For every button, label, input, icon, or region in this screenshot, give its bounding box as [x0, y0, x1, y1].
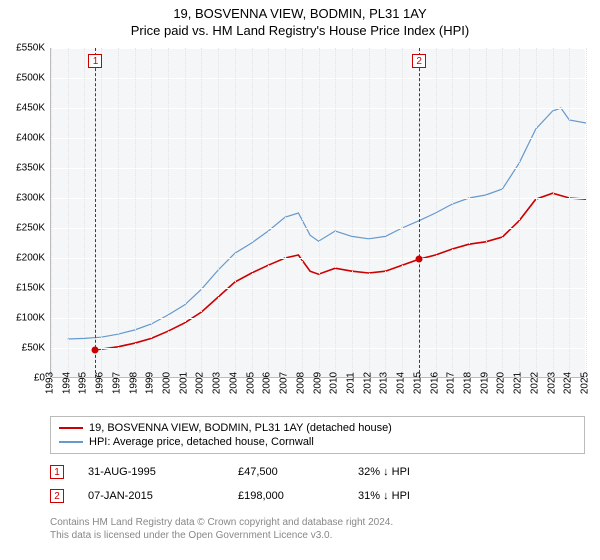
xtick-label: 2025 — [580, 372, 591, 394]
xtick-label: 2015 — [412, 372, 423, 394]
xtick-label: 2002 — [195, 372, 206, 394]
sale-row: 2 07-JAN-2015 £198,000 31% ↓ HPI — [50, 484, 585, 508]
legend-item-property: 19, BOSVENNA VIEW, BODMIN, PL31 1AY (det… — [59, 421, 576, 435]
xtick-label: 1994 — [61, 372, 72, 394]
xtick-label: 2004 — [228, 372, 239, 394]
xtick-label: 1993 — [45, 372, 56, 394]
sale-badge: 1 — [50, 465, 64, 479]
xtick-label: 2018 — [462, 372, 473, 394]
legend-label-hpi: HPI: Average price, detached house, Corn… — [89, 436, 314, 448]
xtick-label: 2014 — [396, 372, 407, 394]
xtick-label: 2009 — [312, 372, 323, 394]
ytick-label: £0 — [34, 373, 45, 384]
xtick-label: 1996 — [95, 372, 106, 394]
chart-area: 12 £0£50K£100K£150K£200K£250K£300K£350K£… — [50, 48, 585, 378]
marker-dot — [416, 256, 423, 263]
ytick-label: £250K — [16, 223, 45, 234]
ytick-label: £300K — [16, 193, 45, 204]
sales-table: 1 31-AUG-1995 £47,500 32% ↓ HPI 2 07-JAN… — [50, 460, 585, 508]
marker-line — [419, 48, 420, 378]
xtick-label: 2011 — [345, 372, 356, 394]
xtick-label: 2003 — [212, 372, 223, 394]
sale-date: 31-AUG-1995 — [88, 466, 238, 478]
xtick-label: 2008 — [295, 372, 306, 394]
ytick-label: £100K — [16, 313, 45, 324]
xtick-label: 2020 — [496, 372, 507, 394]
legend-item-hpi: HPI: Average price, detached house, Corn… — [59, 435, 576, 449]
xtick-label: 1998 — [128, 372, 139, 394]
sale-price: £198,000 — [238, 490, 358, 502]
xtick-label: 2016 — [429, 372, 440, 394]
footer-line1: Contains HM Land Registry data © Crown c… — [50, 516, 585, 529]
xtick-label: 2021 — [513, 372, 524, 394]
marker-dot — [92, 346, 99, 353]
ytick-label: £500K — [16, 73, 45, 84]
ytick-label: £550K — [16, 43, 45, 54]
xtick-label: 1999 — [145, 372, 156, 394]
legend-line-property — [59, 427, 83, 429]
chart-title: 19, BOSVENNA VIEW, BODMIN, PL31 1AY — [0, 0, 600, 21]
legend-label-property: 19, BOSVENNA VIEW, BODMIN, PL31 1AY (det… — [89, 422, 392, 434]
footer: Contains HM Land Registry data © Crown c… — [50, 516, 585, 542]
ytick-label: £200K — [16, 253, 45, 264]
xtick-label: 1995 — [78, 372, 89, 394]
legend: 19, BOSVENNA VIEW, BODMIN, PL31 1AY (det… — [50, 416, 585, 454]
xtick-label: 2023 — [546, 372, 557, 394]
ytick-label: £50K — [22, 343, 45, 354]
sale-row: 1 31-AUG-1995 £47,500 32% ↓ HPI — [50, 460, 585, 484]
legend-line-hpi — [59, 441, 83, 443]
sale-hpi: 31% ↓ HPI — [358, 490, 478, 502]
ytick-label: £150K — [16, 283, 45, 294]
xtick-label: 2000 — [162, 372, 173, 394]
xtick-label: 2001 — [178, 372, 189, 394]
xtick-label: 2007 — [279, 372, 290, 394]
series-line-property — [96, 193, 587, 349]
marker-line — [95, 48, 96, 378]
xtick-label: 2005 — [245, 372, 256, 394]
xtick-label: 2019 — [479, 372, 490, 394]
xtick-label: 2024 — [563, 372, 574, 394]
marker-badge: 1 — [88, 54, 102, 68]
xtick-label: 2006 — [262, 372, 273, 394]
plot-area: 12 — [50, 48, 585, 378]
sale-price: £47,500 — [238, 466, 358, 478]
xtick-label: 2012 — [362, 372, 373, 394]
sale-date: 07-JAN-2015 — [88, 490, 238, 502]
xtick-label: 1997 — [111, 372, 122, 394]
chart-container: 19, BOSVENNA VIEW, BODMIN, PL31 1AY Pric… — [0, 0, 600, 560]
xtick-label: 2022 — [529, 372, 540, 394]
xtick-label: 2017 — [446, 372, 457, 394]
footer-line2: This data is licensed under the Open Gov… — [50, 529, 585, 542]
series-line-hpi — [68, 108, 586, 339]
ytick-label: £400K — [16, 133, 45, 144]
sale-badge: 2 — [50, 489, 64, 503]
sale-hpi: 32% ↓ HPI — [358, 466, 478, 478]
xtick-label: 2010 — [329, 372, 340, 394]
ytick-label: £450K — [16, 103, 45, 114]
chart-subtitle: Price paid vs. HM Land Registry's House … — [0, 21, 600, 42]
xtick-label: 2013 — [379, 372, 390, 394]
marker-badge: 2 — [412, 54, 426, 68]
ytick-label: £350K — [16, 163, 45, 174]
